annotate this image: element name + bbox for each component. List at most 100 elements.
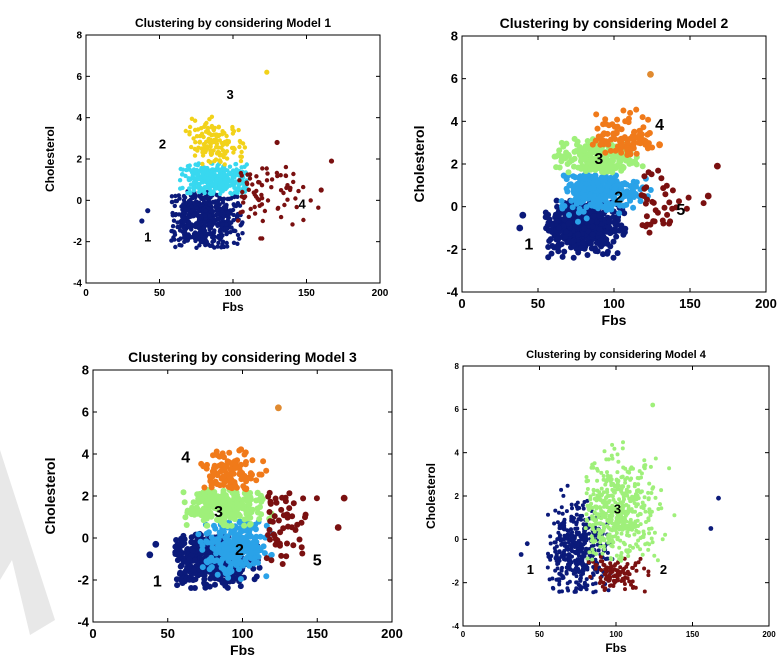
scatter-point	[622, 542, 627, 547]
scatter-point	[184, 507, 191, 514]
scatter-point	[601, 513, 606, 518]
scatter-point	[220, 462, 227, 469]
scatter-point	[302, 511, 309, 518]
scatter-point	[658, 175, 665, 182]
scatter-point	[246, 187, 251, 192]
scatter-point	[199, 233, 204, 238]
scatter-point	[233, 161, 239, 167]
scatter-point	[555, 151, 562, 158]
scatter-point	[620, 522, 625, 527]
scatter-point	[610, 192, 617, 199]
scatter-point	[226, 459, 233, 466]
scatter-point	[647, 187, 654, 193]
scatter-point	[187, 573, 194, 580]
scatter-point	[186, 215, 191, 220]
scatter-point	[222, 130, 227, 136]
scatter-point	[217, 195, 222, 200]
scatter-point	[199, 564, 206, 571]
scatter-point	[290, 542, 297, 549]
scatter-point	[256, 197, 262, 203]
scatter-point	[555, 520, 560, 525]
scatter-point	[205, 127, 210, 132]
scatter-point	[206, 158, 211, 164]
scatter-point	[612, 136, 619, 142]
scatter-point	[556, 510, 561, 515]
scatter-point	[605, 524, 610, 528]
scatter-point	[623, 587, 627, 592]
scatter-point	[260, 166, 265, 171]
scatter-point	[220, 565, 227, 572]
scatter-point	[170, 210, 175, 216]
scatter-point	[602, 572, 607, 577]
y-tick-label: 6	[82, 405, 89, 420]
scatter-point	[183, 128, 188, 134]
scatter-point	[184, 565, 190, 572]
scatter-point	[553, 508, 558, 513]
scatter-point	[553, 218, 560, 224]
scatter-point	[237, 576, 244, 582]
scatter-point	[613, 528, 618, 533]
scatter-point	[203, 200, 209, 206]
scatter-point	[562, 537, 566, 542]
scatter-point	[267, 499, 274, 506]
scatter-point	[570, 506, 574, 511]
x-tick-label: 150	[298, 288, 315, 299]
scatter-point	[593, 111, 600, 118]
scatter-point	[259, 183, 265, 188]
x-axis-label: Fbs	[230, 642, 255, 658]
scatter-point	[618, 149, 625, 156]
scatter-point	[237, 203, 243, 208]
scatter-point	[566, 553, 570, 558]
scatter-point	[581, 147, 588, 154]
scatter-point	[237, 138, 243, 144]
scatter-point	[173, 576, 180, 583]
scatter-point	[610, 238, 617, 245]
scatter-point	[589, 538, 594, 543]
outlier-point	[334, 524, 342, 531]
scatter-point	[592, 529, 597, 534]
scatter-point	[203, 538, 210, 545]
scatter-point	[210, 208, 215, 213]
scatter-point	[575, 194, 581, 201]
scatter-point	[595, 196, 602, 203]
scatter-point	[556, 147, 563, 154]
scatter-point	[587, 507, 592, 512]
scatter-point	[240, 209, 245, 214]
outlier-point	[704, 192, 712, 200]
scatter-point	[584, 512, 589, 517]
outlier-point	[524, 541, 530, 547]
cluster-label: 4	[298, 197, 306, 212]
scatter-point	[186, 556, 193, 563]
scatter-point	[262, 208, 268, 214]
scatter-point	[662, 191, 669, 198]
scatter-point	[545, 565, 550, 570]
scatter-point	[634, 568, 639, 573]
scatter-point	[184, 546, 191, 552]
plot-area	[462, 365, 770, 627]
scatter-point	[663, 532, 668, 537]
scatter-point	[200, 153, 206, 158]
scatter-point	[632, 158, 638, 165]
scatter-point	[611, 578, 616, 583]
scatter-point	[639, 471, 644, 476]
scatter-point	[642, 458, 647, 463]
scatter-point	[557, 582, 562, 587]
scatter-point	[610, 494, 615, 499]
scatter-point	[643, 542, 648, 547]
outlier-point	[146, 551, 154, 559]
scatter-point	[574, 580, 579, 585]
scatter-point	[185, 190, 190, 196]
scatter-point	[545, 227, 552, 234]
scatter-point	[278, 552, 285, 559]
scatter-point	[685, 194, 692, 201]
scatter-point	[215, 149, 221, 155]
scatter-point	[193, 140, 198, 145]
scatter-point	[650, 540, 655, 545]
scatter-point	[638, 192, 645, 199]
scatter-point	[617, 545, 622, 550]
scatter-point	[212, 172, 217, 177]
scatter-point	[588, 218, 595, 225]
scatter-point	[207, 139, 212, 145]
scatter-point	[232, 169, 237, 174]
scatter-point	[278, 214, 284, 220]
